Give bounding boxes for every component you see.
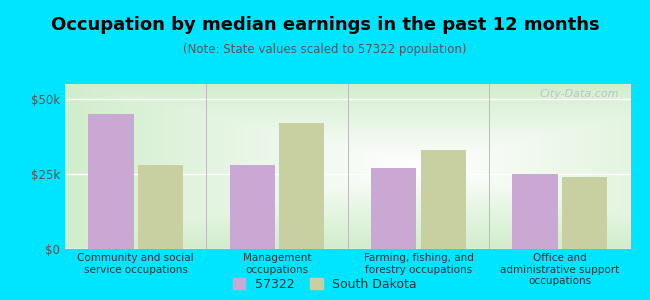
- Bar: [280, 123, 324, 249]
- Text: Occupation by median earnings in the past 12 months: Occupation by median earnings in the pas…: [51, 16, 599, 34]
- Text: (Note: State values scaled to 57322 population): (Note: State values scaled to 57322 popu…: [183, 44, 467, 56]
- Text: City-Data.com: City-Data.com: [540, 89, 619, 99]
- Bar: [138, 165, 183, 249]
- Bar: [371, 168, 416, 249]
- Bar: [512, 174, 558, 249]
- Bar: [229, 165, 275, 249]
- Legend: 57322, South Dakota: 57322, South Dakota: [233, 278, 417, 291]
- Bar: [421, 150, 466, 249]
- Bar: [562, 177, 607, 249]
- Bar: [88, 114, 133, 249]
